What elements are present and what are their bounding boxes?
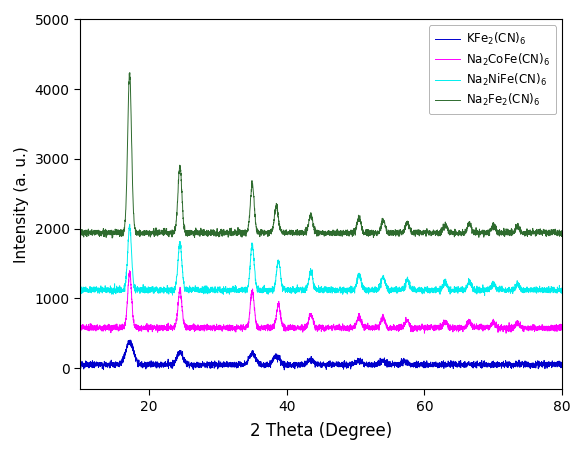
Y-axis label: Intensity (a. u.): Intensity (a. u.) (14, 146, 29, 263)
Legend: KFe$_2$(CN)$_6$, Na$_2$CoFe(CN)$_6$, Na$_2$NiFe(CN)$_6$, Na$_2$Fe$_2$(CN)$_6$: KFe$_2$(CN)$_6$, Na$_2$CoFe(CN)$_6$, Na$… (429, 25, 556, 114)
X-axis label: 2 Theta (Degree): 2 Theta (Degree) (250, 422, 393, 440)
